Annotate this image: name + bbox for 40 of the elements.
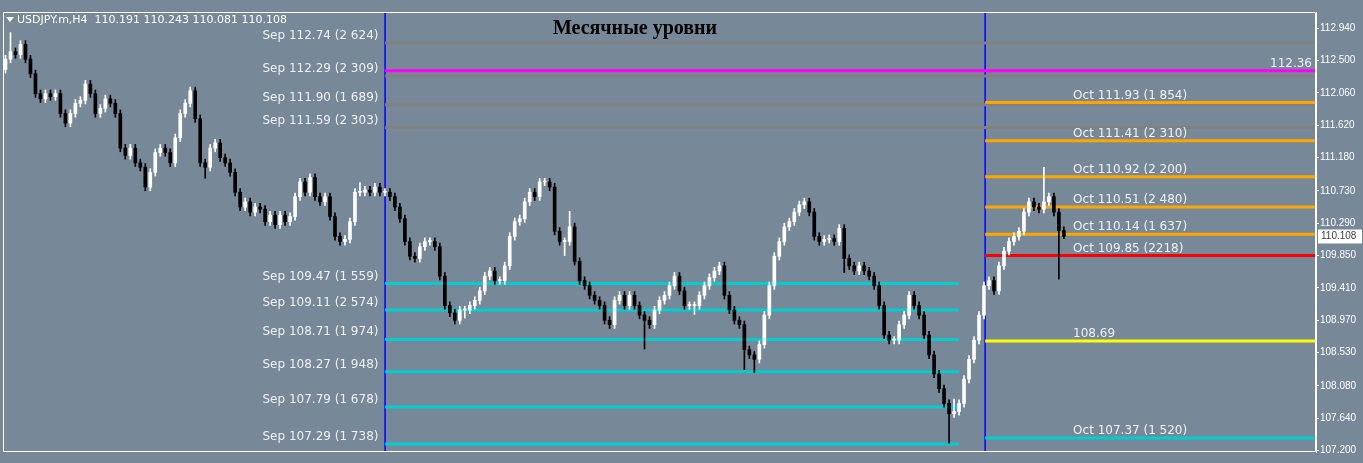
ref-line-label: Sep 108.71 (1 974) [262, 324, 379, 339]
ref-line-label: Oct 111.93 (1 854) [1073, 87, 1188, 102]
ref-line-label: Oct 110.92 (2 200) [1073, 161, 1188, 176]
ref-line-label: 108.69 [1073, 325, 1116, 340]
y-tick-label: 109.410 [1320, 281, 1357, 293]
ref-line-label: Sep 111.90 (1 689) [262, 89, 379, 104]
candlestick [203, 158, 208, 179]
y-tick-label: 110.730 [1320, 184, 1356, 196]
y-tick-label: 109.850 [1320, 249, 1357, 261]
ref-line-label: Sep 107.29 (1 738) [262, 428, 379, 443]
y-tick-label: 111.620 [1320, 119, 1356, 131]
y-tick-label: 108.530 [1320, 346, 1357, 358]
candlestick [383, 188, 387, 197]
ref-line-label: Oct 111.41 (2 310) [1073, 125, 1188, 140]
ref-line-label: Sep 107.79 (1 678) [262, 392, 379, 407]
ref-line-label: Oct 107.37 (1 520) [1073, 423, 1188, 438]
y-tick-label: 108.080 [1320, 379, 1357, 391]
candlestick [1042, 166, 1046, 214]
ref-line-label: Sep 112.29 (2 309) [262, 61, 379, 76]
ref-line-label: Sep 109.11 (2 574) [262, 294, 379, 309]
ref-line-label: Oct 109.85 (2218) [1073, 240, 1184, 255]
ref-line-label: Sep 112.74 (2 624) [262, 27, 379, 42]
y-tick-label: 112.500 [1320, 54, 1356, 66]
ref-line-label: Sep 109.47 (1 559) [262, 268, 379, 283]
ref-line-label: Sep 111.59 (2 303) [262, 112, 379, 127]
y-tick-label: 112.940 [1320, 21, 1356, 33]
y-tick-label: 107.200 [1320, 444, 1357, 456]
chart-subtitle: USDJPY.m,H4 110.191 110.243 110.081 110.108 [17, 12, 288, 26]
ref-line-label: Oct 110.51 (2 480) [1073, 191, 1188, 206]
ref-line-label: Oct 110.14 (1 637) [1073, 219, 1188, 234]
y-tick-label: 111.180 [1320, 151, 1356, 163]
chart-title: Месячные уровни [552, 16, 718, 40]
ref-line-label: 112.36 [1270, 55, 1312, 70]
y-tick-label: 108.970 [1320, 314, 1357, 326]
y-tick-label: 107.640 [1320, 411, 1357, 423]
y-tick-label: 112.060 [1320, 86, 1356, 98]
text: 110.108 [1321, 230, 1357, 242]
ref-line-label: Sep 108.27 (1 948) [262, 356, 379, 371]
candlestick [822, 235, 827, 246]
y-tick-label: 110.290 [1320, 216, 1356, 228]
